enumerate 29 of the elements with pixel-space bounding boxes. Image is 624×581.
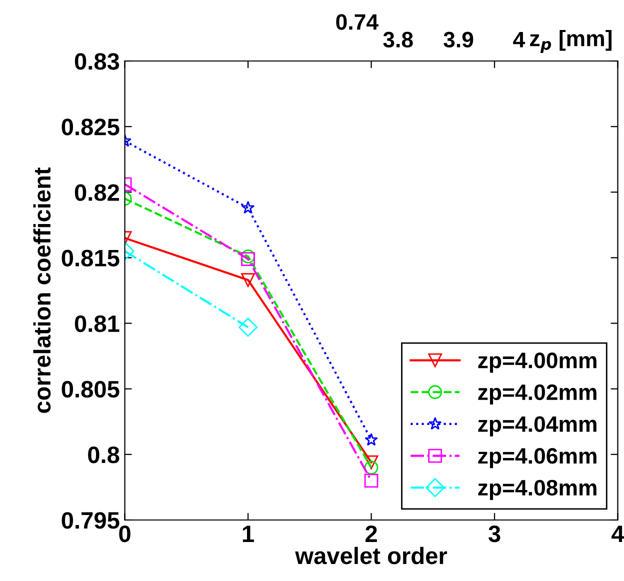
y-tick-label: 0.8	[88, 446, 120, 464]
x-tick-label: 2	[366, 525, 377, 542]
legend-label: zp=4.08mm	[478, 480, 596, 500]
legend-label: zp=4.02mm	[478, 384, 596, 405]
point	[364, 455, 378, 470]
y-tick-label: 0.81	[74, 315, 120, 332]
text: 3.9	[444, 32, 474, 48]
legend-label: zp=4.00mm	[478, 352, 596, 373]
y-axis-title: correlation coefficient	[33, 167, 51, 413]
legend-label: zp=4.04mm	[478, 416, 596, 436]
point	[364, 460, 378, 474]
legend-label: zp=4.06mm	[478, 448, 596, 468]
point	[364, 433, 378, 446]
y-tick-label: 0.795	[62, 512, 120, 529]
y-tick-label: 0.82	[74, 184, 119, 201]
point	[364, 474, 378, 488]
y-tick-label: 0.825	[62, 118, 120, 136]
x-tick-label: 3	[488, 525, 500, 542]
x-axis-title: wavelet order	[295, 546, 448, 564]
text: 4	[513, 32, 525, 48]
y-tick-label: 0.83	[74, 53, 120, 70]
y-tick-label: 0.805	[62, 380, 120, 398]
text: z$_{p}$ [mm]	[530, 30, 612, 53]
text: 3.8	[383, 32, 413, 48]
x-tick-label: 4	[612, 526, 624, 542]
text: 0.74	[336, 14, 378, 30]
x-tick-label: 0	[119, 525, 130, 542]
x-tick-label: 1	[242, 526, 254, 542]
y-tick-label: 0.815	[62, 250, 120, 267]
